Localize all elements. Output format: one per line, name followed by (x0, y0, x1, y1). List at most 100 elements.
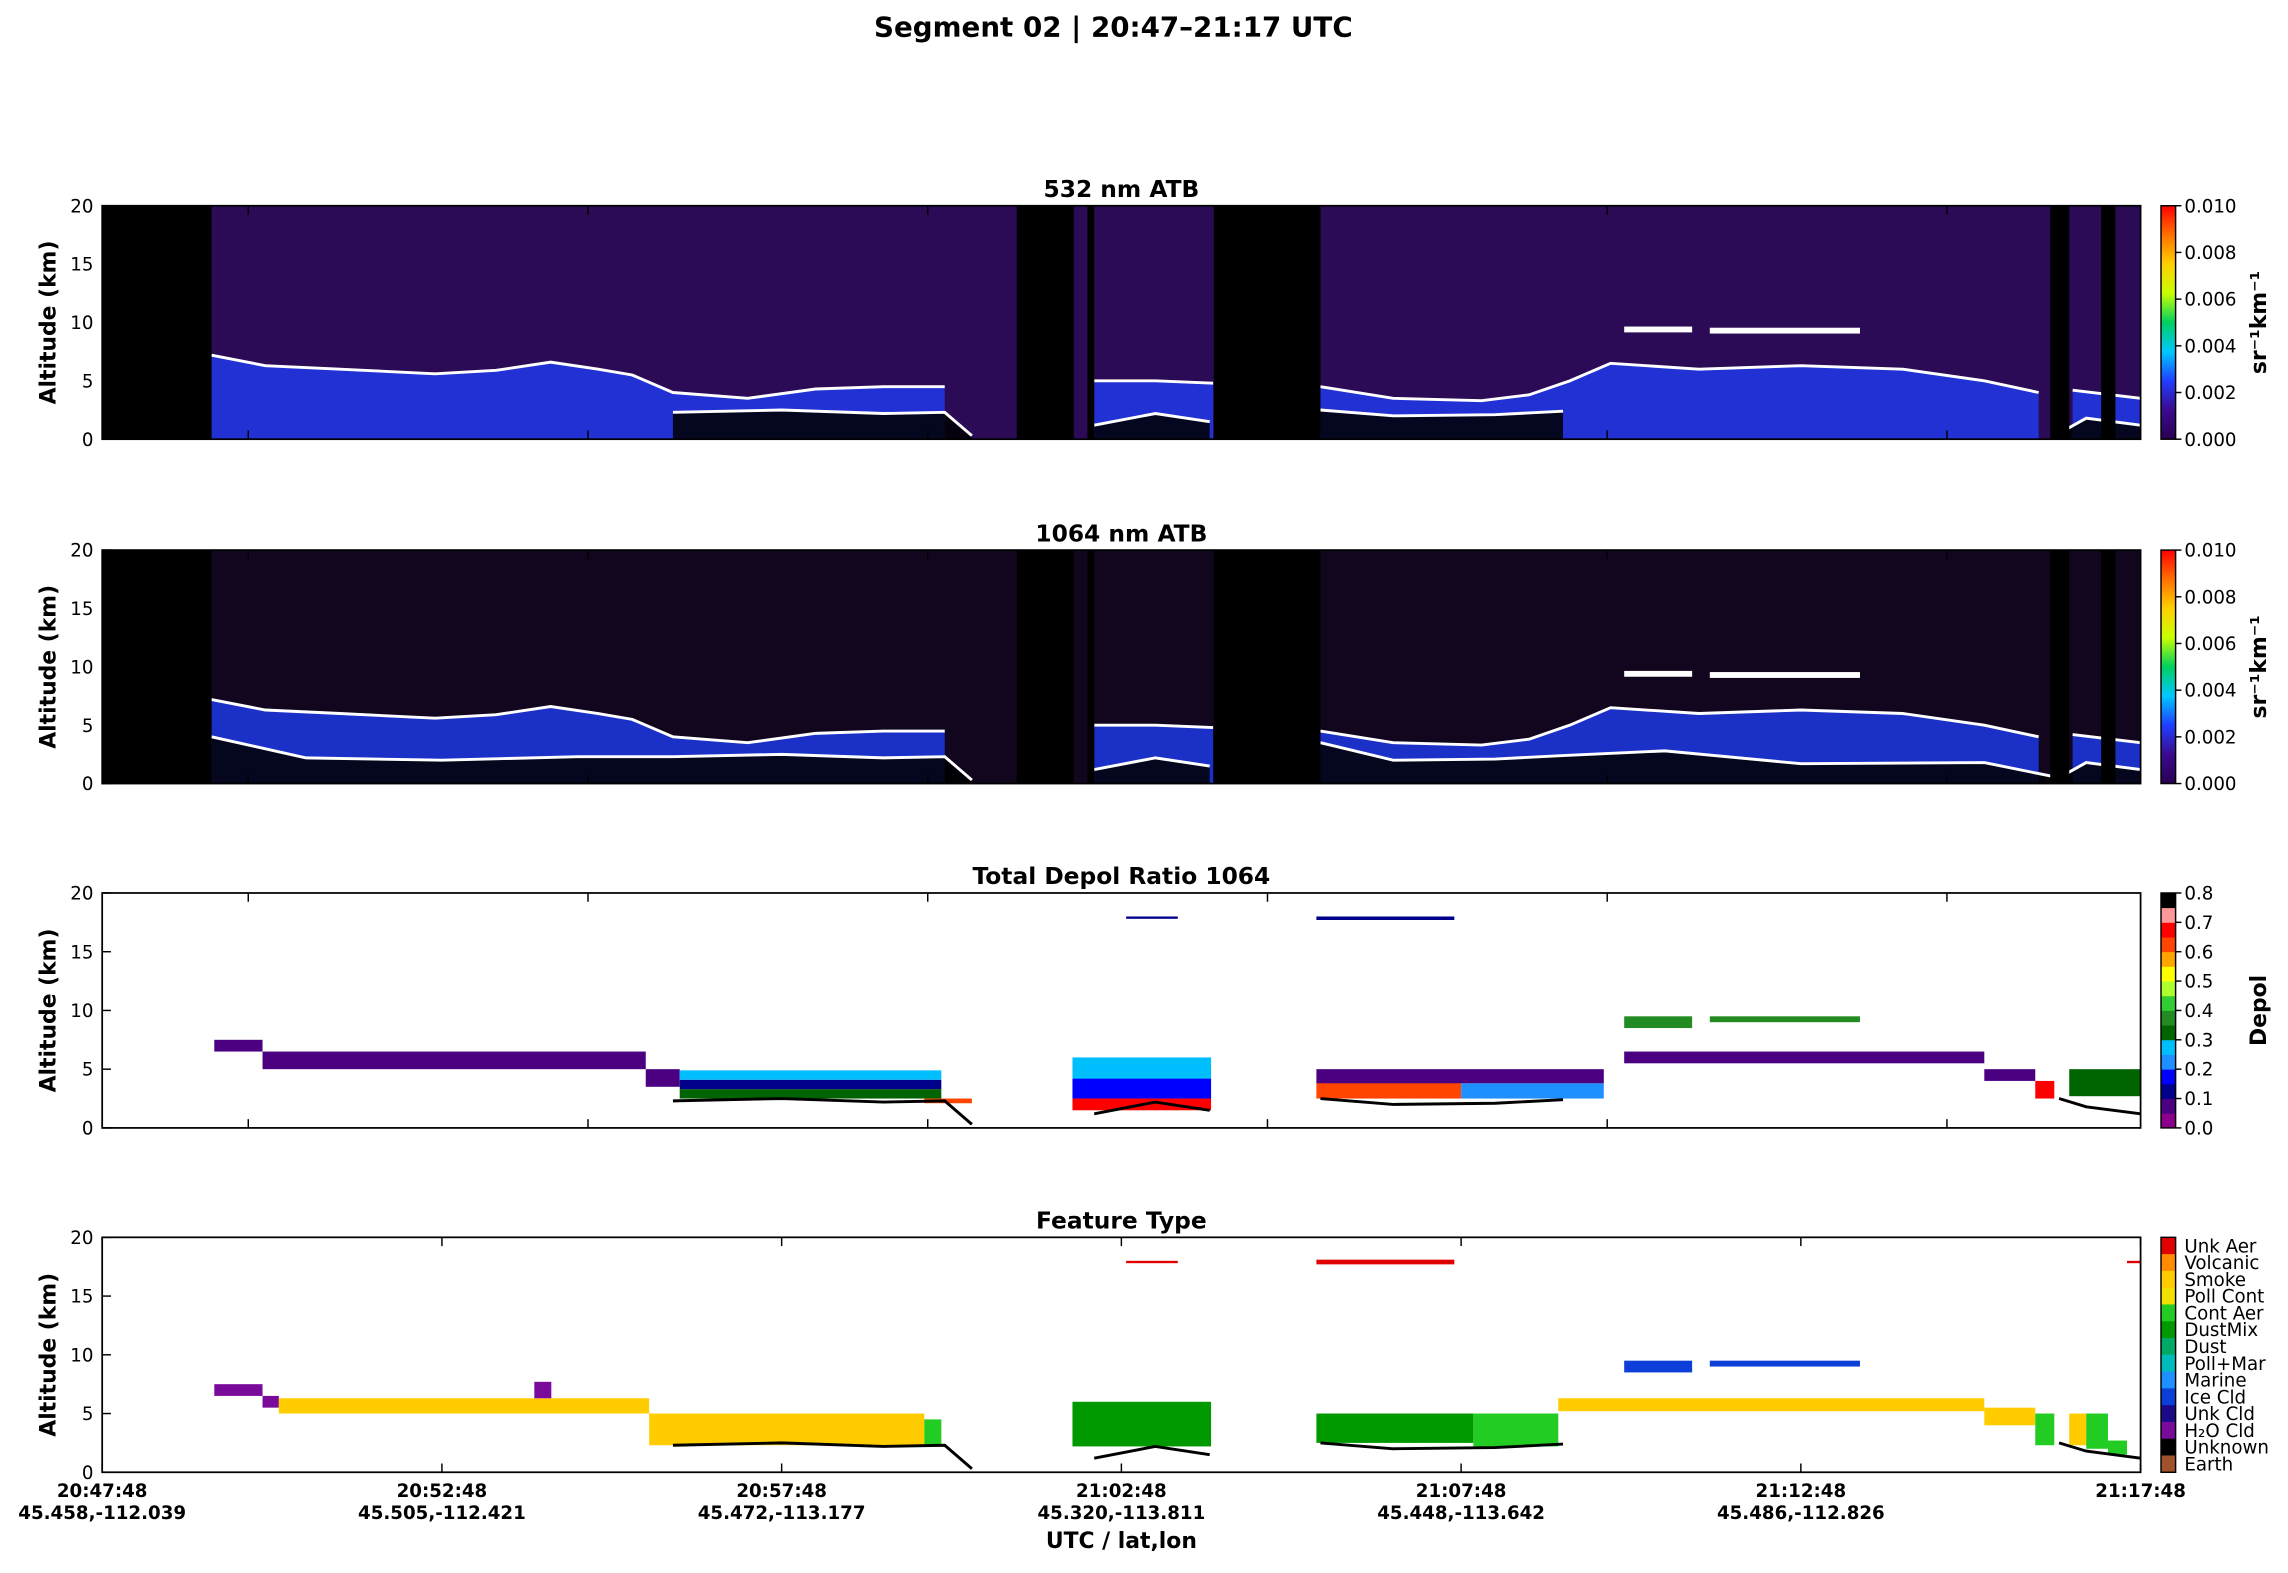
layer (924, 1419, 942, 1446)
layer (2086, 1413, 2108, 1449)
colorbar-bin (2161, 1083, 2176, 1099)
layer (1984, 1069, 2036, 1081)
colorbar-tick-label: 0.0 (2184, 1118, 2213, 1139)
panel: Feature Type Altitude (km) 0 5 10 15 20 20:47:4… (18, 1207, 2269, 1555)
surface-area (211, 736, 972, 784)
colorbar-bin (2161, 1113, 2176, 1129)
x-tick-latlon: 45.320,-113.811 (1037, 1503, 1205, 1524)
surface (1320, 1441, 1564, 1451)
high-layer (1624, 670, 1693, 677)
layer (1624, 1360, 1693, 1373)
y-tick-label: 15 (70, 942, 93, 963)
panel: Total Depol Ratio 1064 Altitude (km) 0 5 10 1… (36, 862, 2272, 1139)
colorbar-bin (2161, 1304, 2176, 1322)
colorbar-tick-label: 0.5 (2184, 972, 2213, 993)
plot-area (102, 205, 2141, 440)
colorbar-label: Depol (2247, 975, 2272, 1046)
colorbar-bin (2161, 1405, 2176, 1423)
colorbar-category: Poll Cont (2184, 1287, 2264, 1308)
surface (1320, 1097, 1564, 1106)
colorbar-category: Unk Cld (2184, 1404, 2255, 1425)
layer (262, 1051, 646, 1070)
colorbar-category: Cont Aer (2184, 1303, 2264, 1324)
layer-top (1094, 379, 1214, 385)
layer-top (1320, 361, 2039, 403)
no-data (1087, 205, 1095, 440)
layer (1624, 1016, 1693, 1029)
colorbar-bin (2161, 1270, 2176, 1289)
colorbar-bin (2161, 1098, 2176, 1114)
y-tick-label: 0 (82, 1118, 94, 1139)
no-data (2050, 550, 2070, 784)
x-tick-label: 20:52:48 (397, 1481, 488, 1502)
layer (1316, 1413, 1474, 1443)
surface (2058, 1441, 2141, 1460)
surface (1093, 1444, 1210, 1460)
colorbar-category: DustMix (2184, 1320, 2258, 1341)
x-tick-label: 21:12:48 (1756, 1481, 1847, 1502)
layer (1709, 1360, 1860, 1367)
colorbar-tick-label: 0.002 (2184, 727, 2236, 748)
colorbar-bin (2161, 937, 2176, 953)
y-tick-label: 5 (82, 371, 94, 392)
layer-top (211, 353, 945, 400)
no-data (102, 550, 212, 784)
no-data (2101, 205, 2116, 440)
colorbar-category: Volcanic (2184, 1253, 2259, 1274)
colorbar-bin (2161, 1421, 2176, 1440)
no-data (2050, 205, 2070, 440)
x-tick-latlon: 45.486,-112.826 (1717, 1503, 1885, 1524)
no-data (1213, 550, 1321, 784)
layer (2035, 1413, 2055, 1446)
colorbar-tick-label: 0.000 (2184, 430, 2236, 451)
colorbar-bin (2161, 966, 2176, 982)
colorbar-frame (2160, 205, 2177, 440)
colorbar-tick-label: 0.000 (2184, 774, 2236, 795)
colorbar-label: sr⁻¹km⁻¹ (2247, 615, 2272, 718)
surface (672, 408, 973, 437)
colorbar-bin (2161, 1338, 2176, 1356)
plot-area (214, 1259, 2141, 1470)
colorbar-bin (2161, 892, 2176, 909)
y-tick-label: 15 (70, 599, 93, 620)
colorbar-bin (2161, 907, 2176, 923)
colorbar-bin (2161, 1010, 2176, 1026)
y-tick-label: 15 (70, 1287, 93, 1308)
colorbar-bin (2161, 1069, 2176, 1085)
layer (1072, 1057, 1212, 1079)
colorbar-tick-label: 0.3 (2184, 1030, 2213, 1051)
no-data (2101, 550, 2116, 784)
high-layer (1709, 327, 1860, 334)
y-tick-label: 10 (70, 657, 93, 678)
layer (1072, 1078, 1212, 1099)
colorbar-bin (2161, 922, 2176, 938)
no-data (1087, 550, 1095, 784)
colorbar-frame (2160, 549, 2177, 785)
no-data (1016, 550, 1074, 784)
colorbar-tick-label: 0.7 (2184, 913, 2213, 934)
plot-area (214, 916, 2141, 1126)
y-tick-label: 20 (70, 541, 93, 562)
plot-area (102, 550, 2141, 784)
y-tick-label: 5 (82, 1404, 94, 1425)
colorbar-bin (2161, 981, 2176, 997)
surface-area (1320, 410, 1564, 440)
figure-title: Segment 02 | 20:47–21:17 UTC (874, 10, 1353, 43)
panel: 532 nm ATB Altitude (km) 0 5 10 15 20 0.000 0.00… (36, 175, 2272, 451)
y-axis-label: Altitude (km) (36, 585, 61, 749)
colorbar-label: sr⁻¹km⁻¹ (2247, 271, 2272, 374)
layer (1316, 916, 1455, 921)
colorbar-tick-label: 0.008 (2184, 243, 2236, 264)
no-data (1213, 205, 1321, 440)
colorbar-category: Poll+Mar (2184, 1354, 2266, 1375)
layer (214, 1039, 263, 1052)
x-tick-latlon: 45.505,-112.421 (358, 1503, 526, 1524)
surface (672, 1441, 973, 1470)
layer (679, 1079, 942, 1090)
colorbar-category: H₂O Cld (2184, 1421, 2254, 1442)
y-tick-label: 5 (82, 1060, 94, 1081)
panel: 1064 nm ATB Altitude (km) 0 5 10 15 20 0.000 0.0… (36, 519, 2272, 795)
colorbar-bin (2161, 951, 2176, 967)
colorbar-bin (2161, 1254, 2176, 1272)
colorbar (2161, 550, 2176, 784)
